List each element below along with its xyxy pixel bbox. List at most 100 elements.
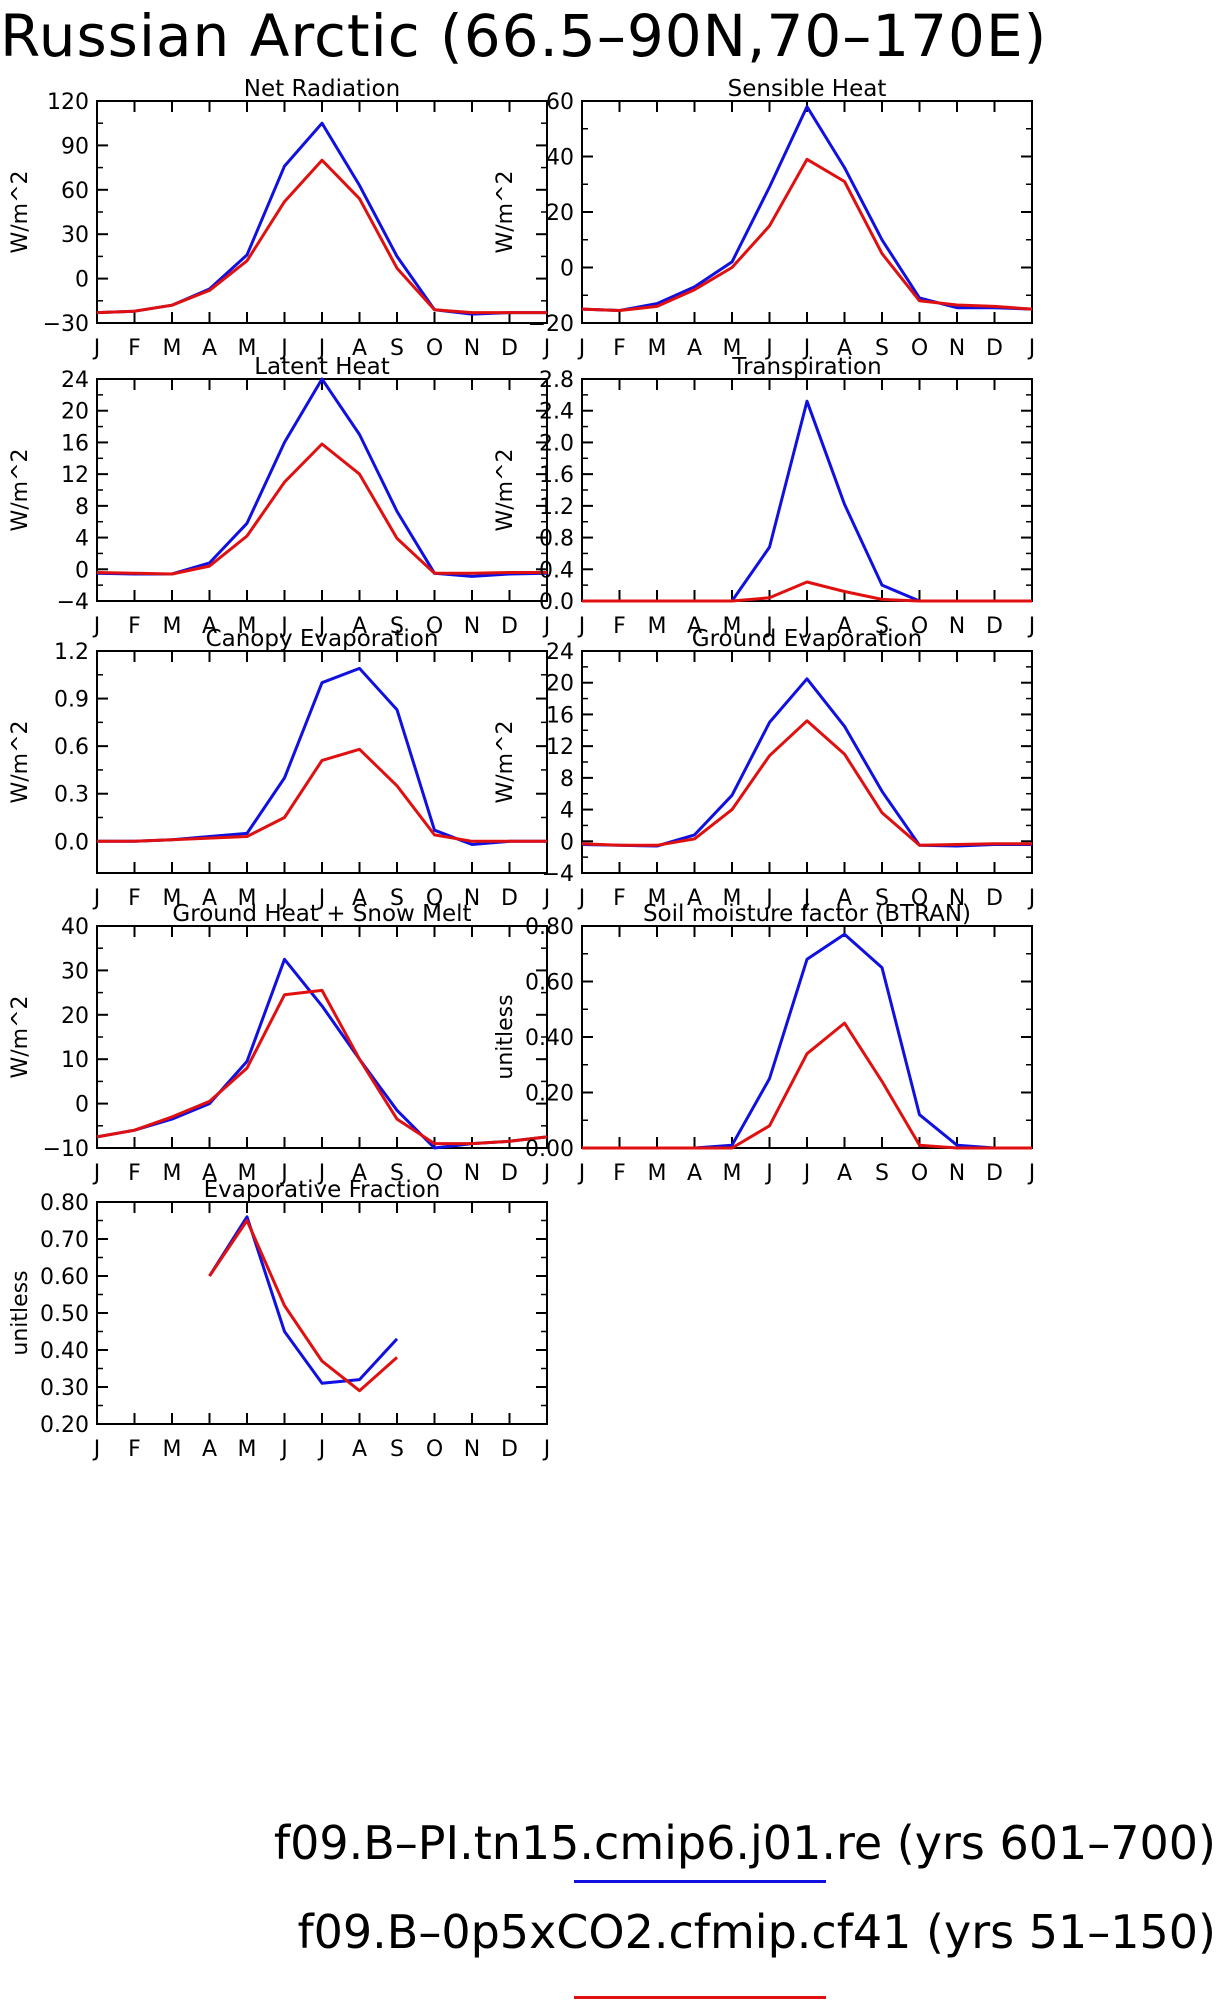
x-tick-label: J	[317, 336, 326, 361]
y-tick-label: 0	[75, 1093, 89, 1118]
y-tick-label: 0.70	[40, 1228, 89, 1253]
x-tick-label: S	[875, 1161, 889, 1186]
y-tick-label: 0.80	[525, 915, 574, 940]
series-line-2	[208, 1219, 398, 1393]
y-tick-label: 24	[61, 368, 89, 393]
y-tick-label: 20	[546, 672, 574, 697]
x-tick-label: M	[648, 1161, 667, 1186]
y-tick-label: 12	[546, 735, 574, 760]
series-line-1	[96, 377, 548, 578]
chart-title: Ground Heat + Snow Melt	[172, 901, 471, 927]
x-tick-label: A	[687, 614, 702, 639]
x-tick-label: N	[949, 614, 965, 639]
x-tick-label: A	[352, 336, 367, 361]
x-tick-label: J	[577, 886, 586, 911]
x-tick-label: F	[128, 1437, 141, 1462]
y-tick-label: 0.20	[525, 1082, 574, 1107]
x-tick-label: M	[163, 886, 182, 911]
x-tick-label: S	[390, 886, 404, 911]
series-line-2	[581, 157, 1033, 312]
y-tick-label: 0	[560, 830, 574, 855]
x-tick-label: O	[911, 336, 928, 361]
y-tick-label: 2.0	[539, 431, 574, 456]
x-tick-label: J	[764, 1161, 773, 1186]
x-tick-label: J	[92, 336, 101, 361]
x-tick-label: F	[128, 614, 141, 639]
x-tick-label: S	[390, 1161, 404, 1186]
x-tick-label: M	[238, 1437, 257, 1462]
x-tick-label: J	[542, 1161, 551, 1186]
y-tick-label: 0.0	[539, 590, 574, 615]
x-tick-label: J	[542, 336, 551, 361]
x-tick-label: J	[92, 614, 101, 639]
y-tick-label: −30	[43, 312, 89, 337]
series-line-1	[581, 677, 1032, 848]
x-tick-label: O	[426, 614, 443, 639]
y-tick-label: 16	[61, 431, 89, 456]
x-tick-label: J	[764, 614, 773, 639]
x-tick-label: S	[390, 614, 404, 639]
y-tick-label: 30	[61, 223, 89, 248]
x-tick-label: J	[802, 614, 811, 639]
x-tick-label: M	[648, 886, 667, 911]
x-tick-label: O	[426, 1161, 443, 1186]
y-tick-label: 12	[61, 463, 89, 488]
x-tick-label: A	[837, 336, 852, 361]
plot-frame	[96, 925, 548, 1149]
x-tick-label: M	[163, 1161, 182, 1186]
plot-frame	[581, 378, 1033, 602]
series-line-1	[96, 121, 547, 316]
series-line-1	[208, 1215, 399, 1385]
x-tick-label: J	[802, 1161, 811, 1186]
chart-title: Sensible Heat	[728, 76, 887, 102]
y-tick-label: −10	[43, 1137, 89, 1162]
x-tick-label: M	[238, 886, 257, 911]
y-tick-label: 2.8	[539, 368, 574, 393]
x-tick-label: A	[837, 1161, 852, 1186]
chart-panel-4: Transpiration W/m^2 0.0 0.4 0.8 1.2 1.6 2.0 2.4 2…	[493, 354, 1035, 639]
x-tick-label: F	[613, 336, 626, 361]
series-line-2	[582, 1021, 1032, 1150]
x-tick-label: M	[648, 336, 667, 361]
x-tick-label: J	[317, 1161, 326, 1186]
y-tick-label: −20	[528, 312, 574, 337]
x-tick-label: F	[613, 886, 626, 911]
x-tick-label: J	[764, 886, 773, 911]
x-tick-label: M	[163, 614, 182, 639]
x-tick-label: S	[390, 1437, 404, 1462]
x-tick-label: D	[986, 886, 1003, 911]
y-tick-label: 0	[75, 268, 89, 293]
y-tick-label: 0	[75, 558, 89, 583]
y-tick-label: 20	[61, 400, 89, 425]
x-tick-label: M	[723, 336, 742, 361]
series-line-2	[581, 719, 1032, 847]
x-tick-label: J	[317, 614, 326, 639]
x-tick-label: J	[542, 1437, 551, 1462]
x-tick-label: M	[238, 1161, 257, 1186]
y-tick-label: 0.60	[525, 971, 574, 996]
x-tick-label: A	[352, 1437, 367, 1462]
x-tick-label: N	[464, 336, 480, 361]
y-tick-label: 0.40	[525, 1026, 574, 1051]
x-tick-label: F	[128, 1161, 141, 1186]
chart-title: Soil moisture factor (BTRAN)	[643, 901, 971, 927]
series-line-1	[582, 932, 1032, 1150]
legend-entry-1-swatch	[574, 1880, 826, 1883]
y-tick-label: 40	[546, 146, 574, 171]
x-tick-label: O	[426, 886, 443, 911]
y-tick-label: 30	[61, 959, 89, 984]
x-tick-label: J	[577, 1161, 586, 1186]
y-tick-label: 0	[560, 257, 574, 282]
x-tick-label: S	[875, 336, 889, 361]
y-tick-label: 40	[61, 915, 89, 940]
x-tick-label: N	[464, 886, 480, 911]
x-tick-label: M	[163, 336, 182, 361]
x-tick-label: N	[949, 886, 965, 911]
x-tick-label: A	[837, 886, 852, 911]
y-tick-label: 0.0	[54, 830, 89, 855]
y-tick-label: 1.2	[539, 495, 574, 520]
series-line-2	[96, 158, 547, 315]
x-tick-label: N	[464, 1437, 480, 1462]
